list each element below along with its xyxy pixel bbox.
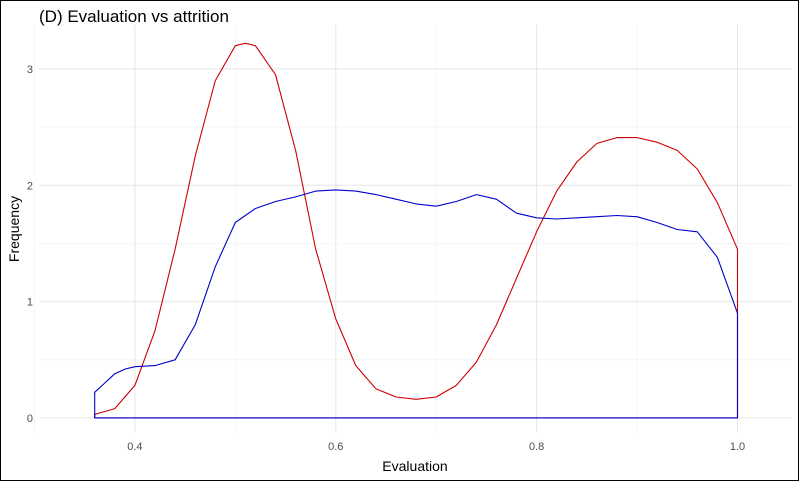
density-series-1 <box>94 42 739 419</box>
y-tick-label: 2 <box>27 180 33 192</box>
x-axis-title: Evaluation <box>382 458 447 474</box>
chart-title: (D) Evaluation vs attrition <box>39 7 229 26</box>
x-tick-label: 0.6 <box>328 441 343 453</box>
x-tick-label: 0.4 <box>127 441 142 453</box>
x-tick-label: 1.0 <box>730 441 745 453</box>
y-tick-label: 1 <box>27 297 33 309</box>
y-tick-label: 3 <box>27 64 33 76</box>
y-tick-label: 0 <box>27 413 33 425</box>
density-series-2 <box>94 189 739 419</box>
x-tick-label: 0.8 <box>529 441 544 453</box>
y-axis-title: Frequency <box>6 196 22 262</box>
